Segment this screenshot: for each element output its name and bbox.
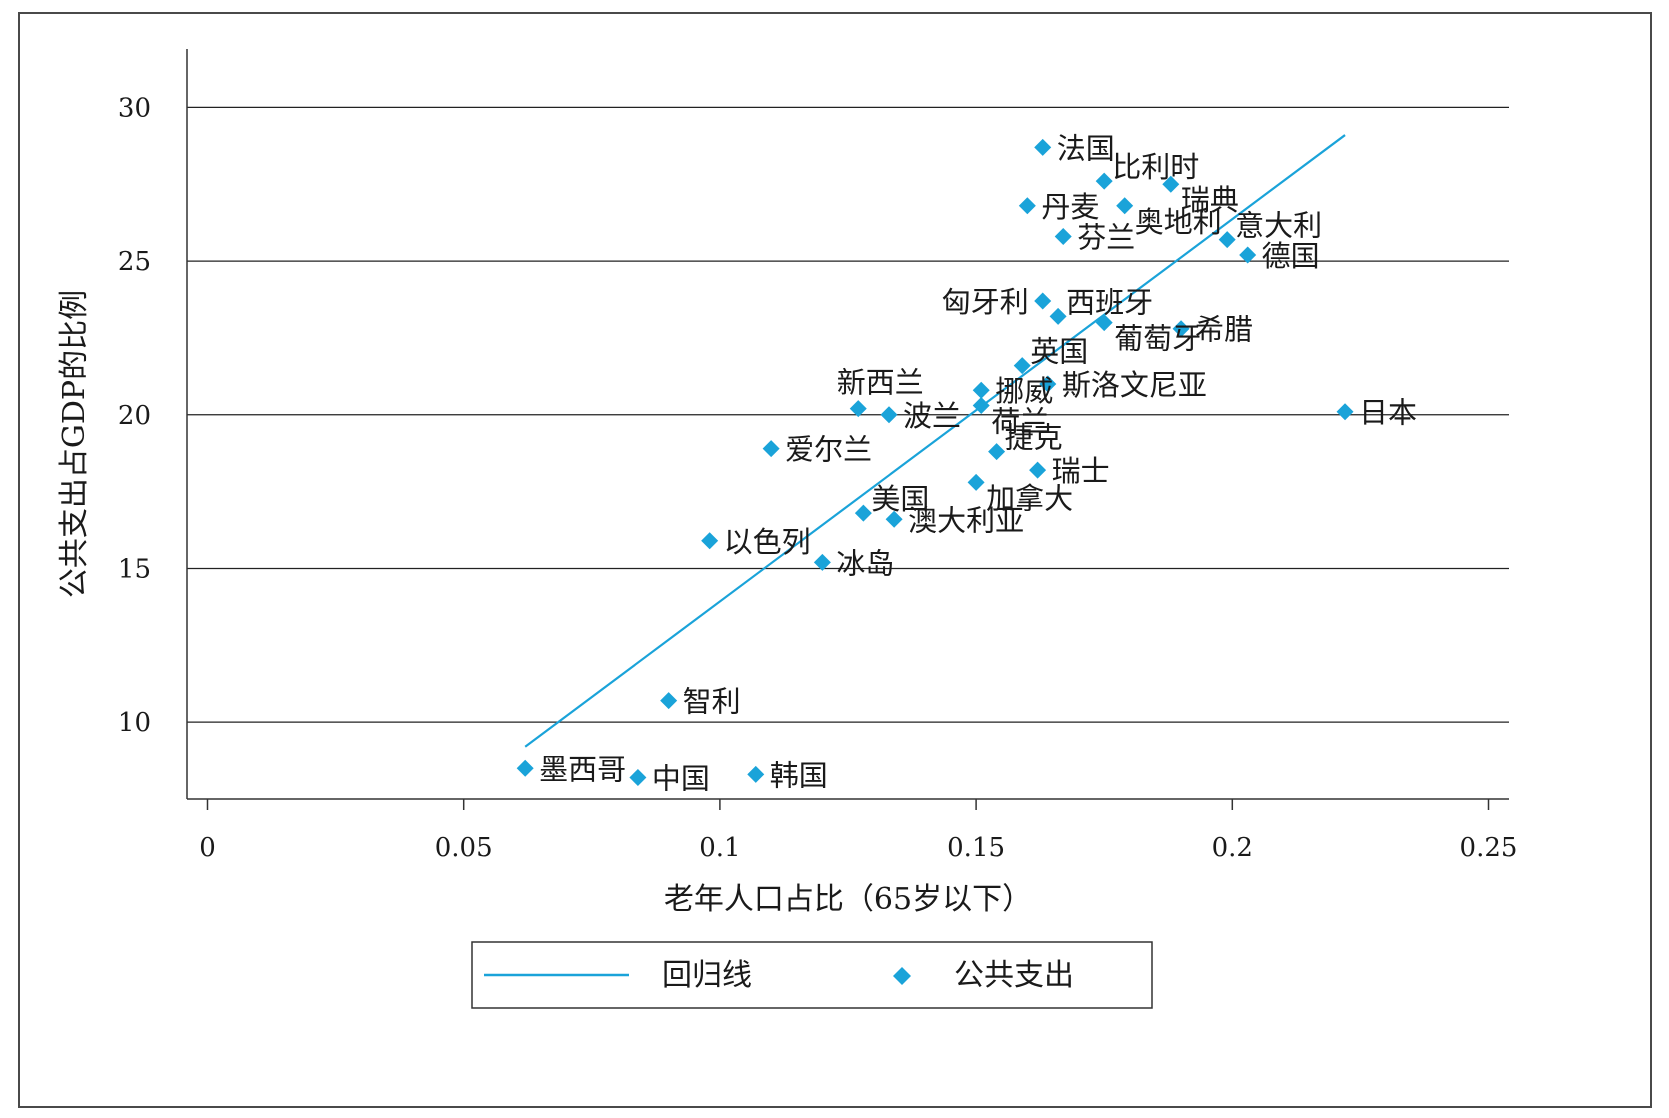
data-point-marker <box>701 532 719 550</box>
data-point-label: 波兰 <box>903 399 961 433</box>
data-point-marker <box>1039 375 1057 393</box>
data-point-label: 希腊 <box>1195 313 1253 347</box>
data-point-marker <box>1336 403 1354 421</box>
legend-diamond-swatch <box>893 967 911 985</box>
data-point-marker <box>629 768 647 786</box>
data-point-marker <box>747 765 765 783</box>
data-point-label: 加拿大 <box>986 481 1073 515</box>
data-point-label: 美国 <box>871 482 929 516</box>
x-tick-label: 0.05 <box>435 833 493 863</box>
data-point-label: 捷克 <box>1005 421 1063 455</box>
data-point-marker <box>516 759 534 777</box>
data-point-label: 意大利 <box>1235 209 1322 243</box>
data-point-label: 挪威 <box>995 374 1053 408</box>
x-tick-label: 0.25 <box>1460 833 1518 863</box>
tick-layer: 10 15 20 25 30 0 0.05 0.1 0.15 0.2 0.25 <box>118 93 1518 863</box>
data-point-marker <box>1034 292 1052 310</box>
y-tick-label: 10 <box>118 708 151 738</box>
data-point-label: 瑞典 <box>1181 183 1239 217</box>
data-point-marker <box>1239 246 1257 264</box>
data-point-marker <box>1218 231 1236 249</box>
chart-frame: 10 15 20 25 30 0 0.05 0.1 0.15 0.2 0.25 法国 比利时 瑞典 丹麦 奥… <box>18 12 1652 1108</box>
data-point-label: 奥地利 <box>1135 205 1222 239</box>
data-point-marker <box>1095 172 1113 190</box>
data-point-label: 智利 <box>683 685 741 719</box>
data-point-label: 荷兰 <box>991 405 1049 439</box>
y-axis-title: 公共支出占GDP的比例 <box>57 290 92 598</box>
data-point-label: 以色列 <box>724 525 811 559</box>
x-tick-label: 0 <box>199 833 216 863</box>
data-point-label: 德国 <box>1262 239 1320 273</box>
x-tick-label: 0.15 <box>947 833 1005 863</box>
data-point-label: 韩国 <box>770 758 828 792</box>
y-tick-label: 30 <box>118 93 151 123</box>
axis-layer <box>186 49 1509 800</box>
data-point-label: 新西兰 <box>837 366 924 400</box>
data-point-label: 中国 <box>652 761 710 795</box>
data-point-marker <box>762 440 780 458</box>
data-point-label: 匈牙利 <box>942 285 1029 319</box>
x-tick-label: 0.1 <box>699 833 740 863</box>
point-layer <box>516 138 1354 786</box>
data-point-label: 比利时 <box>1112 150 1199 184</box>
data-point-marker <box>1029 461 1047 479</box>
data-point-label: 冰岛 <box>836 546 894 580</box>
data-point-marker <box>1054 228 1072 245</box>
data-point-marker <box>967 473 985 491</box>
data-point-label: 瑞士 <box>1052 454 1110 488</box>
data-point-marker <box>660 692 678 710</box>
data-point-marker <box>1162 175 1180 193</box>
data-point-marker <box>972 397 990 415</box>
data-point-marker <box>1116 197 1134 215</box>
legend: 回归线 公共支出 <box>471 941 1153 1009</box>
data-point-marker <box>988 443 1006 461</box>
data-point-marker <box>854 504 872 522</box>
data-point-marker <box>1095 314 1113 332</box>
data-point-marker <box>972 381 990 399</box>
y-tick-label: 20 <box>118 401 151 431</box>
legend-diamond-label: 公共支出 <box>954 958 1074 993</box>
data-point-label: 芬兰 <box>1077 221 1135 255</box>
data-point-label: 丹麦 <box>1041 190 1099 224</box>
data-point-label: 斯洛文尼亚 <box>1062 368 1207 402</box>
data-point-marker <box>880 406 898 424</box>
data-point-label: 法国 <box>1057 131 1115 165</box>
data-point-label: 日本 <box>1359 396 1417 430</box>
data-point-label: 西班牙 <box>1066 285 1153 319</box>
legend-line-label: 回归线 <box>662 958 752 993</box>
regression-layer <box>524 134 1346 748</box>
data-point-marker <box>1013 357 1031 375</box>
data-point-label: 葡萄牙 <box>1114 322 1201 356</box>
data-point-label: 澳大利亚 <box>908 503 1024 537</box>
data-point-marker <box>813 553 831 571</box>
regression-line <box>524 134 1346 748</box>
x-tick-label: 0.2 <box>1212 833 1253 863</box>
data-point-marker <box>1049 307 1067 325</box>
data-point-marker <box>849 400 867 418</box>
data-point-label: 墨西哥 <box>539 752 626 786</box>
y-tick-label: 15 <box>118 554 151 584</box>
data-point-marker <box>1034 138 1052 156</box>
data-point-label: 爱尔兰 <box>785 433 872 467</box>
y-tick-label: 25 <box>118 247 151 277</box>
x-axis-title: 老年人口占比（65岁以下） <box>664 882 1032 917</box>
data-point-marker <box>1018 197 1036 215</box>
grid-layer <box>187 106 1509 723</box>
data-point-marker <box>1172 320 1190 338</box>
data-point-label: 英国 <box>1030 335 1088 369</box>
